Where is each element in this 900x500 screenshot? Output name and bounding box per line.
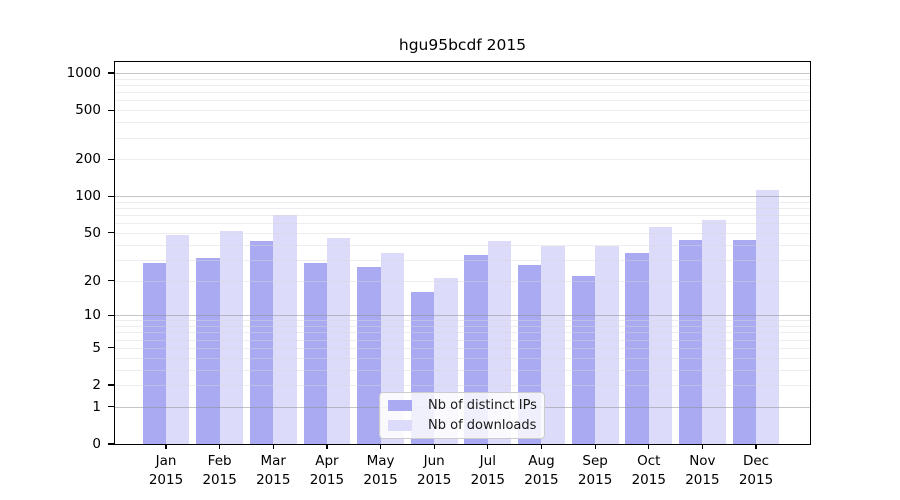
x-tick-mark-apr bbox=[326, 444, 328, 449]
y-tick-mark-200 bbox=[107, 158, 114, 160]
y-tick-label-2: 2 bbox=[92, 377, 101, 393]
legend-label-distinct-ips: Nb of distinct IPs bbox=[428, 398, 537, 413]
y-tick-mark-0 bbox=[107, 443, 114, 445]
x-tick-mark-jul bbox=[487, 444, 489, 449]
bar-dec-downloads bbox=[756, 189, 780, 444]
x-tick-mark-dec bbox=[755, 444, 757, 449]
bar-oct-downloads bbox=[648, 226, 673, 444]
bar-jan-ips bbox=[142, 263, 166, 444]
y-tick-label-20: 20 bbox=[83, 272, 101, 289]
gridline-minor-800 bbox=[115, 84, 810, 87]
y-tick-label-5: 5 bbox=[92, 339, 101, 356]
x-tick-mark-oct bbox=[648, 444, 650, 449]
bar-sep-downloads bbox=[595, 245, 619, 444]
bar-apr-ips bbox=[303, 263, 327, 444]
x-tick-label-apr: Apr 2015 bbox=[309, 453, 345, 488]
x-tick-label-may: May 2015 bbox=[363, 453, 398, 488]
y-tick-mark-1 bbox=[107, 406, 114, 408]
x-tick-label-nov: Nov 2015 bbox=[685, 453, 720, 488]
gridline-minor-400 bbox=[115, 122, 810, 124]
x-tick-mark-sep bbox=[594, 444, 596, 449]
bar-mar-downloads bbox=[273, 215, 297, 444]
bar-feb-ips bbox=[196, 257, 220, 444]
y-tick-label-0: 0 bbox=[92, 436, 101, 452]
bar-apr-downloads bbox=[326, 238, 351, 444]
gridline-minor-90 bbox=[115, 201, 810, 203]
legend-swatch-distinct-ips bbox=[388, 400, 412, 411]
gridline-major-100 bbox=[115, 196, 810, 198]
x-tick-label-dec: Dec 2015 bbox=[738, 453, 774, 488]
x-tick-mark-nov bbox=[701, 444, 703, 449]
bar-sep-ips bbox=[571, 275, 596, 444]
y-tick-mark-5 bbox=[107, 347, 114, 349]
x-tick-mark-mar bbox=[272, 444, 274, 449]
x-tick-label-sep: Sep 2015 bbox=[577, 453, 613, 488]
x-tick-mark-aug bbox=[540, 444, 543, 449]
y-tick-mark-50 bbox=[107, 232, 114, 234]
bar-jan-downloads bbox=[166, 235, 190, 444]
x-tick-mark-jun bbox=[433, 444, 435, 449]
y-tick-mark-100 bbox=[107, 195, 114, 197]
gridline-minor-900 bbox=[115, 78, 810, 80]
x-tick-label-aug: Aug 2015 bbox=[524, 453, 559, 488]
y-tick-label-1000: 1000 bbox=[66, 64, 101, 81]
gridline-minor-80 bbox=[115, 208, 810, 210]
x-tick-label-jul: Jul 2015 bbox=[470, 453, 505, 488]
y-tick-label-50: 50 bbox=[83, 224, 101, 241]
bar-aug-downloads bbox=[541, 245, 565, 444]
bar-nov-downloads bbox=[702, 219, 726, 444]
x-tick-mark-jan bbox=[165, 444, 167, 449]
y-tick-mark-500 bbox=[107, 109, 114, 111]
plot-area: 0 1 2 5 10 20 50 100 200 500 1000 Jan 2015 Feb 2015 M… bbox=[67, 61, 811, 488]
legend-swatch-downloads bbox=[388, 420, 412, 431]
legend-item-downloads: Nb of downloads bbox=[380, 417, 544, 434]
gridline-minor-600 bbox=[115, 100, 810, 102]
y-tick-mark-1000 bbox=[107, 72, 114, 74]
legend-item-distinct-ips: Nb of distinct IPs bbox=[380, 397, 544, 414]
gridline-minor-500 bbox=[115, 110, 810, 112]
y-tick-label-500: 500 bbox=[75, 102, 101, 119]
x-tick-mark-may bbox=[379, 444, 382, 449]
y-tick-label-10: 10 bbox=[83, 307, 101, 324]
x-tick-label-jun: Jun 2015 bbox=[417, 453, 452, 488]
y-tick-mark-10 bbox=[107, 314, 114, 316]
gridline-minor-200 bbox=[115, 159, 810, 161]
y-tick-mark-2 bbox=[107, 384, 114, 386]
y-tick-label-1: 1 bbox=[92, 398, 101, 415]
bar-may-ips bbox=[357, 267, 381, 444]
bar-oct-ips bbox=[625, 253, 649, 444]
bar-dec-ips bbox=[732, 239, 757, 444]
x-tick-label-oct: Oct 2015 bbox=[631, 453, 666, 488]
gridline-major-1000 bbox=[115, 72, 810, 75]
y-tick-label-200: 200 bbox=[75, 151, 101, 168]
x-tick-label-feb: Feb 2015 bbox=[202, 453, 237, 488]
gridline-minor-300 bbox=[115, 137, 810, 139]
bar-mar-ips bbox=[249, 240, 274, 444]
y-tick-mark-20 bbox=[107, 279, 114, 282]
legend-label-downloads: Nb of downloads bbox=[428, 418, 537, 433]
x-tick-mark-feb bbox=[219, 444, 221, 449]
gridline-minor-70 bbox=[115, 215, 810, 217]
gridline-minor-700 bbox=[115, 92, 810, 94]
legend: Nb of distinct IPs Nb of downloads bbox=[379, 392, 545, 439]
chart-title: hgu95bcdf 2015 bbox=[398, 36, 527, 54]
x-tick-label-mar: Mar 2015 bbox=[256, 453, 291, 488]
x-tick-label-jan: Jan 2015 bbox=[148, 453, 184, 488]
bar-nov-ips bbox=[679, 239, 703, 444]
y-tick-label-100: 100 bbox=[75, 188, 101, 205]
bar-feb-downloads bbox=[219, 230, 244, 444]
